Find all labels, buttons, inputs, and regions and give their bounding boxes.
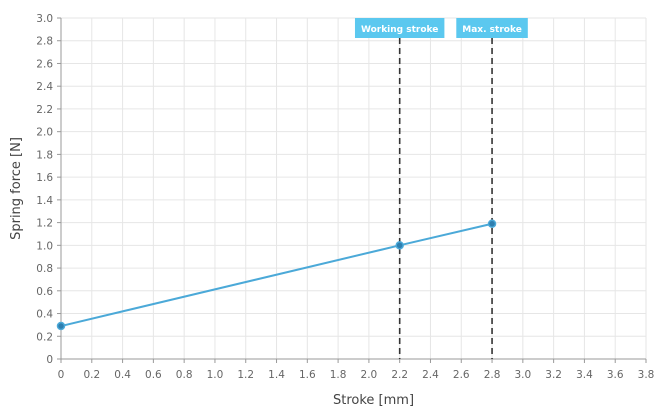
x-tick-label: 1.4 — [268, 369, 285, 381]
y-tick-label: 0 — [46, 354, 53, 366]
x-tick-labels: 0 0.2 0.4 0.6 0.8 1.0 1.2 1.4 1.6 1.8 2.0 2.2 2.4 2.6… — [58, 369, 654, 381]
x-tick-label: 2.4 — [422, 369, 439, 381]
x-tick-label: 0.4 — [114, 369, 131, 381]
x-tick-label: 3.4 — [576, 369, 593, 381]
y-tick-label: 2.4 — [36, 81, 53, 93]
x-tick-label: 2.8 — [484, 369, 501, 381]
annotation-text: Max. stroke — [462, 25, 522, 35]
x-tick-label: 1.6 — [299, 369, 316, 381]
annotation-text: Working stroke — [361, 25, 438, 35]
x-tick-label: 0.6 — [145, 369, 162, 381]
x-tick-label: 3.6 — [607, 369, 624, 381]
axes — [57, 17, 647, 363]
y-tick-label: 2.6 — [36, 58, 53, 70]
x-axis-label: Stroke [mm] — [333, 393, 414, 408]
y-tick-label: 1.8 — [36, 149, 53, 161]
x-tick-label: 0 — [58, 369, 65, 381]
y-tick-label: 0.2 — [36, 331, 53, 343]
y-tick-label: 0.8 — [36, 263, 53, 275]
x-tick-label: 3.8 — [638, 369, 654, 381]
y-tick-label: 1.6 — [36, 172, 53, 184]
x-tick-label: 3.2 — [545, 369, 562, 381]
x-tick-label: 3.0 — [514, 369, 531, 381]
y-tick-label: 2.2 — [36, 104, 53, 116]
y-tick-label: 3.0 — [36, 13, 53, 25]
y-tick-label: 1.2 — [36, 218, 53, 230]
x-tick-label: 1.2 — [237, 369, 254, 381]
y-tick-labels: 0 0.2 0.4 0.6 0.8 1.0 1.2 1.4 1.6 1.8 2.0 2.2 2.4 2.6… — [36, 13, 53, 366]
y-tick-label: 2.0 — [36, 127, 53, 139]
x-tick-label: 0.8 — [176, 369, 193, 381]
series — [56, 219, 497, 331]
y-axis-label: Spring force [N] — [9, 137, 24, 240]
annotation-label: Working stroke — [354, 18, 445, 38]
y-tick-label: 2.8 — [36, 36, 53, 48]
x-tick-label: 2.2 — [391, 369, 408, 381]
grid — [60, 17, 647, 360]
data-point — [395, 241, 404, 250]
annotation-label: Max. stroke — [456, 18, 528, 38]
x-tick-label: 1.0 — [207, 369, 224, 381]
x-tick-label: 2.0 — [361, 369, 378, 381]
x-tick-label: 0.2 — [83, 369, 100, 381]
annotations: Working stroke Max. stroke — [354, 18, 528, 359]
y-tick-label: 0.4 — [36, 309, 53, 321]
annotation-box — [456, 18, 528, 38]
y-tick-label: 1.0 — [36, 240, 53, 252]
x-tick-label: 2.6 — [453, 369, 470, 381]
y-tick-label: 0.6 — [36, 286, 53, 298]
annotation-box — [354, 18, 445, 38]
x-tick-label: 1.8 — [330, 369, 347, 381]
data-point — [56, 321, 66, 331]
data-point — [487, 219, 497, 228]
y-tick-label: 1.4 — [36, 195, 53, 207]
